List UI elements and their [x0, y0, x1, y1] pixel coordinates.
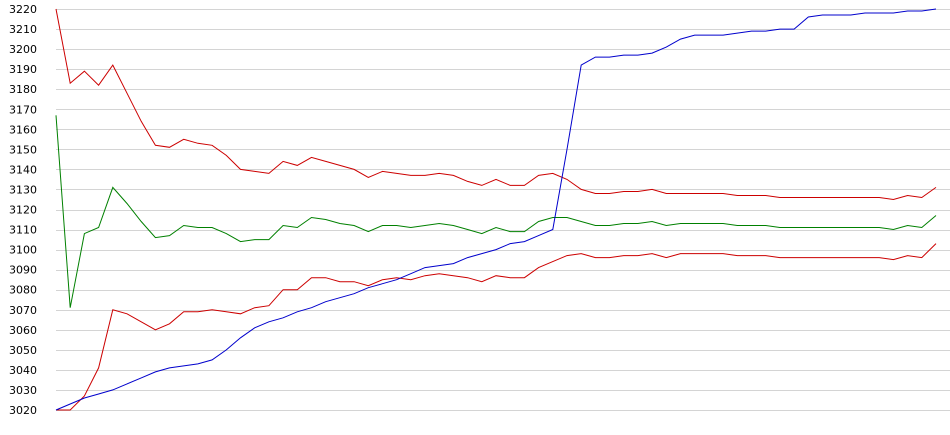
y-tick-label: 3190	[9, 63, 37, 76]
y-tick-label: 3210	[9, 23, 37, 36]
y-tick-label: 3100	[9, 244, 37, 257]
y-tick-label: 3180	[9, 83, 37, 96]
y-tick-label: 3150	[9, 143, 37, 156]
y-tick-label: 3040	[9, 364, 37, 377]
y-tick-label: 3120	[9, 204, 37, 217]
series-line-3	[56, 243, 937, 411]
y-tick-label: 3060	[9, 324, 37, 337]
y-tick-label: 3110	[9, 224, 37, 237]
gridlines	[56, 9, 950, 411]
y-tick-label: 3050	[9, 344, 37, 357]
y-tick-label: 3030	[9, 384, 37, 397]
y-axis-tick-labels: 3020 3030 3040 3050 3060 3070 3080 3090 3100 3110…	[9, 3, 37, 417]
y-tick-label: 3170	[9, 103, 37, 116]
series-line-2	[55, 115, 937, 308]
y-tick-label: 3070	[9, 304, 37, 317]
y-tick-label: 3160	[9, 123, 37, 136]
y-tick-label: 3130	[9, 183, 37, 196]
y-tick-label: 3200	[9, 43, 37, 56]
series-lines	[55, 8, 937, 411]
y-tick-label: 3220	[9, 3, 37, 16]
y-tick-label: 3020	[9, 404, 37, 417]
series-line-1	[55, 8, 937, 201]
series-line-4	[55, 8, 937, 411]
y-tick-label: 3090	[9, 264, 37, 277]
y-tick-label: 3080	[9, 284, 37, 297]
y-tick-label: 3140	[9, 163, 37, 176]
